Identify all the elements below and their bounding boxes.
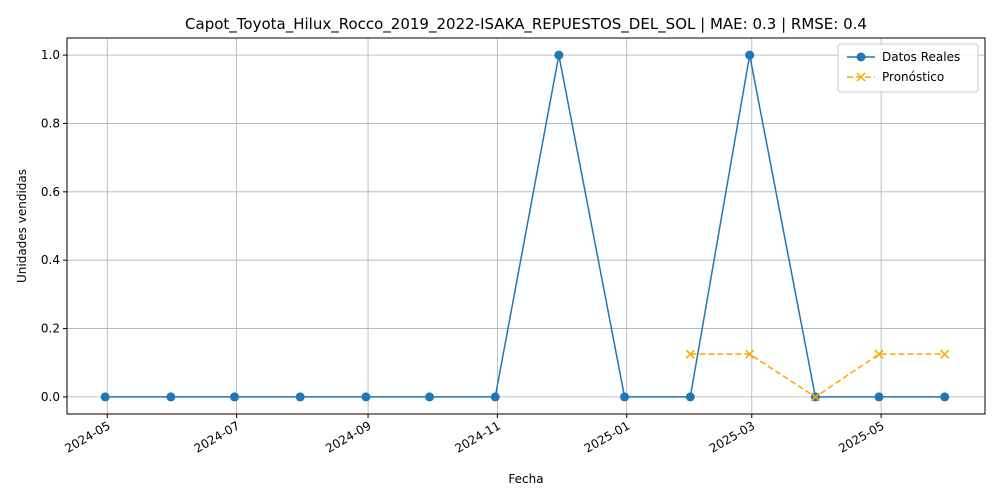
x-marker-stroke <box>745 349 755 359</box>
data-point-1 <box>229 392 239 402</box>
data-point-2 <box>745 349 755 359</box>
x-tick-label: 2024-05 <box>62 418 112 455</box>
data-point-1 <box>295 392 305 402</box>
legend: Datos Reales Pronóstico <box>837 43 979 93</box>
x-axis-label: Fecha <box>508 472 543 486</box>
y-tick-label: 1.0 <box>41 48 60 62</box>
x-tick-label: 2024-11 <box>452 418 502 455</box>
data-point-1 <box>425 392 435 402</box>
data-point-1 <box>620 392 630 402</box>
x-marker-stroke <box>810 392 820 402</box>
x-tick-label: 2024-07 <box>192 418 242 455</box>
series-line-2 <box>690 353 945 398</box>
x-tick-label: 2024-09 <box>323 418 373 455</box>
legend-label: Pronóstico <box>882 70 944 84</box>
y-tick-label: 0.0 <box>41 390 60 404</box>
y-tick-label: 0.8 <box>41 116 60 130</box>
x-marker-stroke <box>940 349 950 359</box>
data-point-1 <box>940 392 950 402</box>
data-point-1 <box>490 392 500 402</box>
y-tick-label: 0.2 <box>41 322 60 336</box>
series-line-1 <box>105 54 945 398</box>
legend-box <box>837 43 979 93</box>
data-point-1 <box>361 392 371 402</box>
y-tick-label: 0.6 <box>41 185 60 199</box>
legend-marker <box>856 72 866 82</box>
y-axis-label: Unidades vendidas <box>15 169 29 283</box>
x-marker-stroke <box>685 349 695 359</box>
x-marker-stroke <box>856 72 866 82</box>
data-point-1 <box>745 50 755 60</box>
data-point-2 <box>810 392 820 402</box>
data-point-1 <box>554 50 564 60</box>
data-point-2 <box>940 349 950 359</box>
data-point-1 <box>874 392 884 402</box>
legend-marker <box>856 52 866 62</box>
x-tick-label: 2025-03 <box>707 418 757 455</box>
x-tick-label: 2025-01 <box>582 418 632 455</box>
y-tick-label: 0.4 <box>41 253 60 267</box>
data-point-1 <box>685 392 695 402</box>
x-marker-stroke <box>874 349 884 359</box>
grid <box>67 38 985 414</box>
series-layer <box>100 50 950 402</box>
x-tick-label: 2025-05 <box>836 418 886 455</box>
chart-title: Capot_Toyota_Hilux_Rocco_2019_2022-ISAKA… <box>185 15 867 34</box>
data-point-2 <box>874 349 884 359</box>
data-point-2 <box>685 349 695 359</box>
legend-label: Datos Reales <box>882 50 960 64</box>
axes-frame <box>66 37 986 415</box>
data-point-1 <box>166 392 176 402</box>
data-point-1 <box>100 392 110 402</box>
